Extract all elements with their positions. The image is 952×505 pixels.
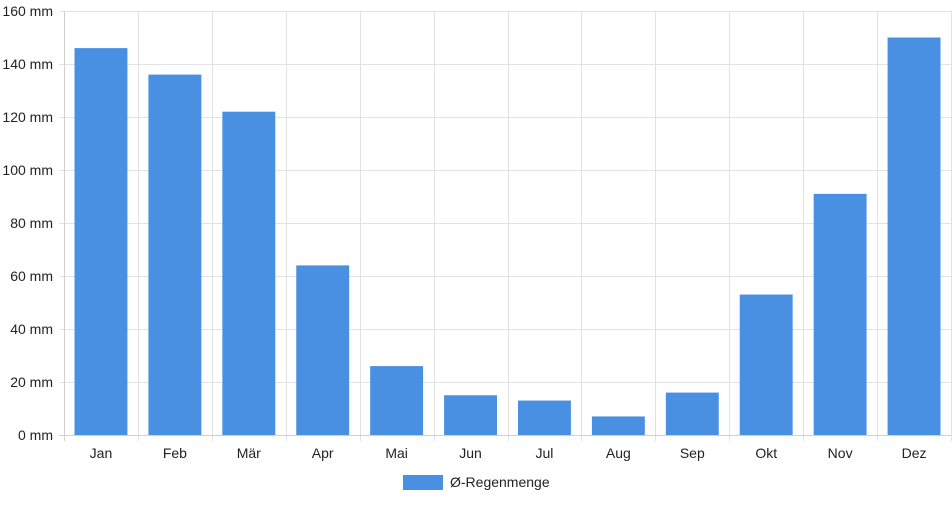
bars [74,37,941,435]
bar-feb [148,74,202,435]
x-tick-label: Mär [237,445,261,461]
x-tick-label: Okt [755,445,777,461]
y-tick-label: 20 mm [10,374,53,390]
x-tick-label: Jun [459,445,482,461]
bar-aug [591,416,645,435]
x-tick-label: Jul [536,445,554,461]
y-tick-label: 0 mm [18,427,53,443]
y-tick-label: 100 mm [2,162,53,178]
x-tick-label: Dez [902,445,927,461]
legend-swatch [403,475,443,490]
bar-jul [517,400,571,435]
bar-nov [813,193,867,435]
x-tick-label: Apr [312,445,334,461]
bar-jun [444,395,498,435]
bar-apr [296,265,350,435]
bar-mai [370,366,424,435]
y-tick-label: 40 mm [10,321,53,337]
bar-sep [665,392,719,435]
y-tick-label: 160 mm [2,3,53,19]
y-tick-label: 80 mm [10,215,53,231]
x-tick-label: Feb [163,445,187,461]
x-tick-label: Jan [90,445,113,461]
bar-okt [739,294,793,435]
bar-mär [222,111,276,435]
legend-label: Ø-Regenmenge [450,474,550,490]
x-tick-label: Nov [828,445,853,461]
legend: Ø-Regenmenge [403,474,550,490]
x-tick-label: Sep [680,445,705,461]
x-tick-label: Mai [385,445,408,461]
y-tick-label: 140 mm [2,56,53,72]
x-tick-label: Aug [606,445,631,461]
bar-jan [74,48,128,435]
bar-dez [887,37,941,435]
y-tick-label: 60 mm [10,268,53,284]
y-tick-label: 120 mm [2,109,53,125]
